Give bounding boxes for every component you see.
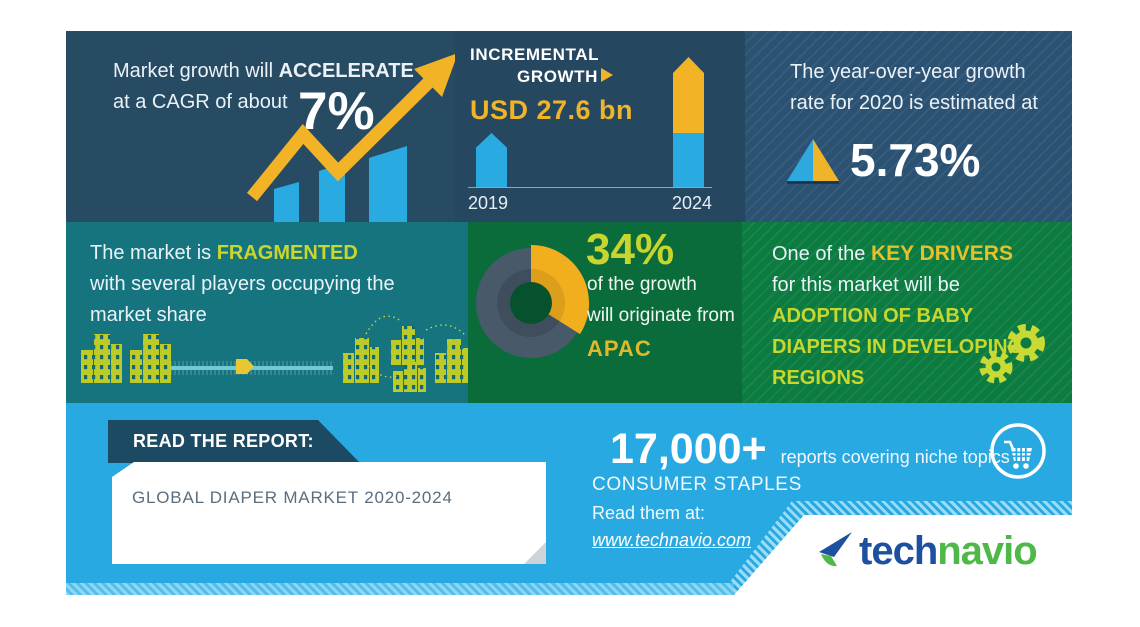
drivers-line1-accent: KEY DRIVERS <box>870 242 1013 265</box>
fragmented-line3: market share <box>90 304 207 326</box>
cagr-value: 7% <box>298 82 375 141</box>
growth-triangle-icon <box>787 139 839 184</box>
incremental-title-line2: GROWTH <box>517 67 599 86</box>
card-fold-corner <box>524 542 546 564</box>
incremental-title: INCREMENTAL GROWTH <box>470 44 614 88</box>
bar-2019 <box>476 133 507 187</box>
yoy-line1: The year-over-year growth <box>790 61 1026 83</box>
category-label: CONSUMER STAPLES <box>592 474 802 495</box>
logo-text-navio: navio <box>937 529 1037 573</box>
x-axis <box>468 187 712 188</box>
drivers-line5: REGIONS <box>772 367 865 389</box>
bar-2024-base-segment <box>673 133 704 187</box>
yoy-value: 5.73% <box>850 134 981 186</box>
building-cluster-right-upper <box>391 326 424 365</box>
building-cluster-left1 <box>81 334 122 383</box>
cagr-line2: at a CAGR of about <box>113 91 288 113</box>
cagr-line1-accent: ACCELERATE <box>278 60 414 82</box>
read-report-banner: READ THE REPORT: <box>108 420 360 463</box>
growth-arrow-chart <box>246 54 455 222</box>
fragmented-line1-accent: FRAGMENTED <box>216 242 358 264</box>
yoy-text: The year-over-year growth rate for 2020 … <box>790 57 1038 119</box>
yoy-line2: rate for 2020 is estimated at <box>790 92 1038 114</box>
building-cluster-left2 <box>130 334 171 383</box>
technavio-arrow-icon <box>819 532 852 567</box>
city-buildings-illustration <box>81 315 468 392</box>
read-report-label: READ THE REPORT: <box>133 431 314 451</box>
shopping-cart-icon <box>990 423 1046 479</box>
pointer-arrow-icon <box>601 68 614 82</box>
bar-2024-incremental-segment <box>673 57 704 133</box>
label-2019: 2019 <box>468 193 509 213</box>
panel-incremental-growth: INCREMENTAL GROWTH USD 27.6 bn 2019 2024 <box>455 31 745 222</box>
incremental-value: USD 27.6 bn <box>470 95 634 125</box>
donut-chart-apac <box>476 244 590 358</box>
fragmented-text: The market is FRAGMENTED with several pl… <box>90 238 395 331</box>
apac-value: 34% <box>586 225 675 274</box>
report-card[interactable]: GLOBAL DIAPER MARKET 2020-2024 <box>112 462 546 564</box>
drivers-line3: ADOPTION OF BABY <box>772 305 974 327</box>
panel-apac-share: 34% of the growth will originate from AP… <box>468 222 742 405</box>
read-them-at-label: Read them at: <box>592 503 706 523</box>
gears-icon <box>979 324 1045 384</box>
building-cluster-right1 <box>343 338 379 383</box>
panel-cagr: Market growth will ACCELERATE at a CAGR … <box>66 31 455 222</box>
panel-key-drivers: One of the KEY DRIVERS for this market w… <box>742 222 1072 405</box>
building-cluster-right-lower <box>393 362 426 392</box>
drivers-line2: for this market will be <box>772 274 960 296</box>
drivers-text: One of the KEY DRIVERS for this market w… <box>772 238 1023 394</box>
cagr-text: Market growth will ACCELERATE at a CAGR … <box>113 56 414 118</box>
report-count-caption: reports covering niche topics <box>780 447 1010 467</box>
apac-line1: of the growth <box>587 274 697 295</box>
drivers-line4: DIAPERS IN DEVELOPING <box>772 336 1024 358</box>
logo-text-tech: tech <box>859 529 938 573</box>
panel-yoy-growth: The year-over-year growth rate for 2020 … <box>745 31 1072 222</box>
fragmented-line1: The market is <box>90 242 217 264</box>
apac-line2: will originate from <box>587 305 735 326</box>
technavio-logo: tech navio <box>818 529 1038 573</box>
panel-fragmented: The market is FRAGMENTED with several pl… <box>66 222 468 405</box>
cagr-line1: Market growth will <box>113 60 279 82</box>
footer: READ THE REPORT: GLOBAL DIAPER MARKET 20… <box>66 403 1072 595</box>
label-2024: 2024 <box>672 193 713 213</box>
report-title: GLOBAL DIAPER MARKET 2020-2024 <box>132 488 453 507</box>
fragmented-line2: with several players occupying the <box>90 273 395 295</box>
footer-hatch-strip <box>66 583 734 595</box>
incremental-title-line1: INCREMENTAL <box>470 45 600 64</box>
technavio-url-link[interactable]: www.technavio.com <box>592 530 752 550</box>
apac-region: APAC <box>587 336 652 361</box>
report-count: 17,000+ reports covering niche topics <box>610 425 1010 474</box>
report-count-value: 17,000+ <box>610 425 767 473</box>
building-cluster-far-right <box>435 339 468 383</box>
drivers-line1: One of the <box>772 243 871 265</box>
